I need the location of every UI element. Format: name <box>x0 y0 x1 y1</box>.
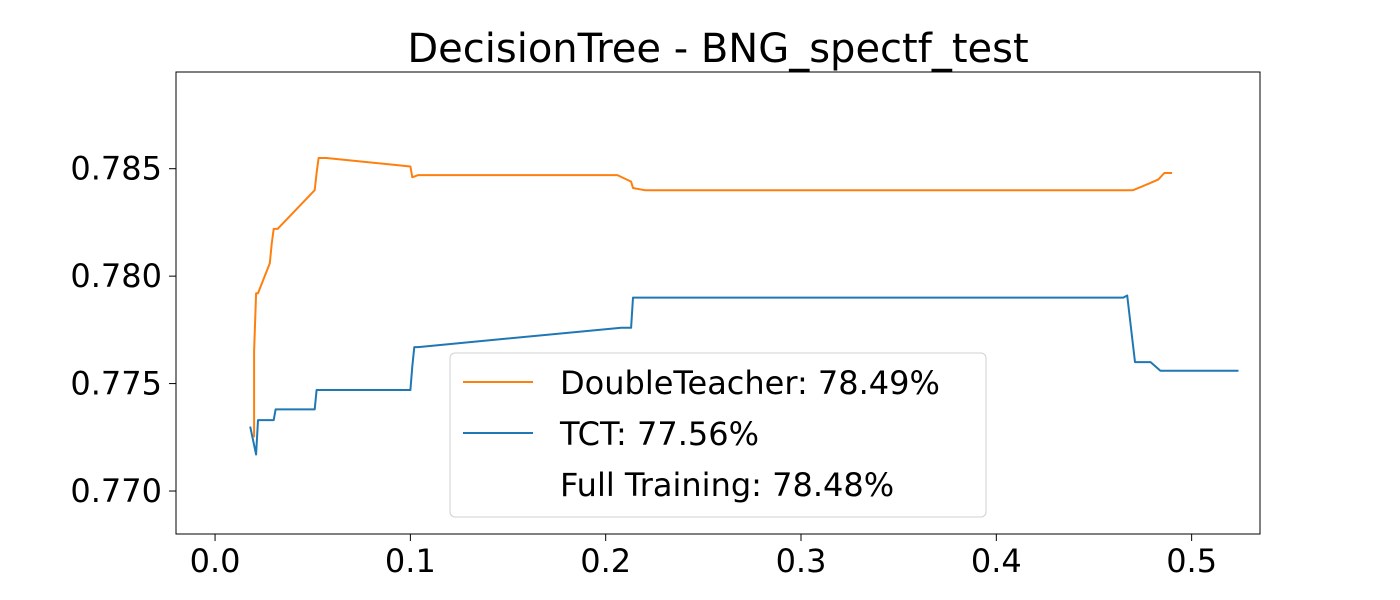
plot-frame <box>175 71 1261 535</box>
y-tick-label: 0.785 <box>70 150 162 188</box>
x-tick-label: 0.0 <box>190 542 241 580</box>
legend-label-0: DoubleTeacher: 78.49% <box>560 364 940 402</box>
plot-area <box>249 157 1239 456</box>
legend: DoubleTeacher: 78.49% TCT: 77.56% Full Tra… <box>449 352 987 518</box>
x-tick-label: 0.1 <box>385 542 436 580</box>
legend-box <box>449 352 987 518</box>
x-tick-label: 0.3 <box>776 542 827 580</box>
chart-title: DecisionTree - BNG_spectf_test <box>407 26 1028 72</box>
y-tick-label: 0.780 <box>70 257 162 295</box>
legend-label-2: Full Training: 78.48% <box>560 466 894 504</box>
y-tick-label: 0.770 <box>70 472 162 510</box>
series-line-0 <box>253 157 1239 438</box>
x-tick-label: 0.2 <box>580 542 631 580</box>
x-tick-label: 0.4 <box>971 542 1022 580</box>
series-line-1 <box>249 294 1239 456</box>
legend-label-1: TCT: 77.56% <box>559 415 759 453</box>
axes: 0.0 0.1 0.2 0.3 0.4 0.5 0.770 0.775 0.780 0.785 <box>70 71 1261 580</box>
y-tick-label: 0.775 <box>70 365 162 403</box>
x-tick-label: 0.5 <box>1166 542 1217 580</box>
